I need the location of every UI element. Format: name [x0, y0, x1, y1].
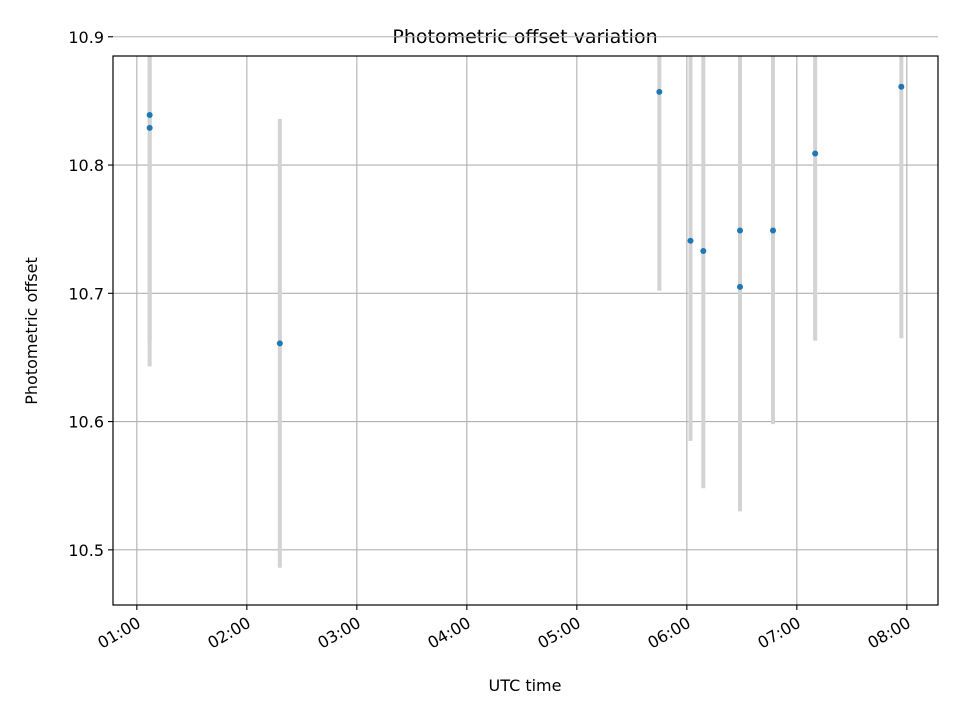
data-point — [656, 88, 663, 95]
data-point — [276, 340, 283, 347]
x-axis-title: UTC time — [489, 676, 562, 695]
data-point — [700, 247, 707, 254]
data-points — [146, 83, 905, 347]
data-point — [737, 283, 743, 290]
grid — [113, 36, 938, 605]
y-tick-label: 10.6 — [68, 413, 104, 432]
y-tick-label: 10.8 — [68, 156, 104, 175]
data-point — [770, 227, 776, 234]
data-point — [812, 150, 819, 157]
data-point — [898, 83, 905, 90]
y-axis: 10.510.610.710.810.911.0 — [68, 28, 113, 560]
data-point — [737, 227, 743, 234]
data-point — [146, 112, 153, 119]
y-tick-label: 10.7 — [68, 284, 104, 303]
data-point — [146, 124, 153, 131]
plot-frame — [112, 55, 939, 606]
y-axis-title: Photometric offset — [22, 257, 41, 405]
data-point — [687, 237, 694, 244]
y-tick-label: 10.9 — [68, 28, 104, 47]
y-tick-label: 10.5 — [68, 541, 104, 560]
